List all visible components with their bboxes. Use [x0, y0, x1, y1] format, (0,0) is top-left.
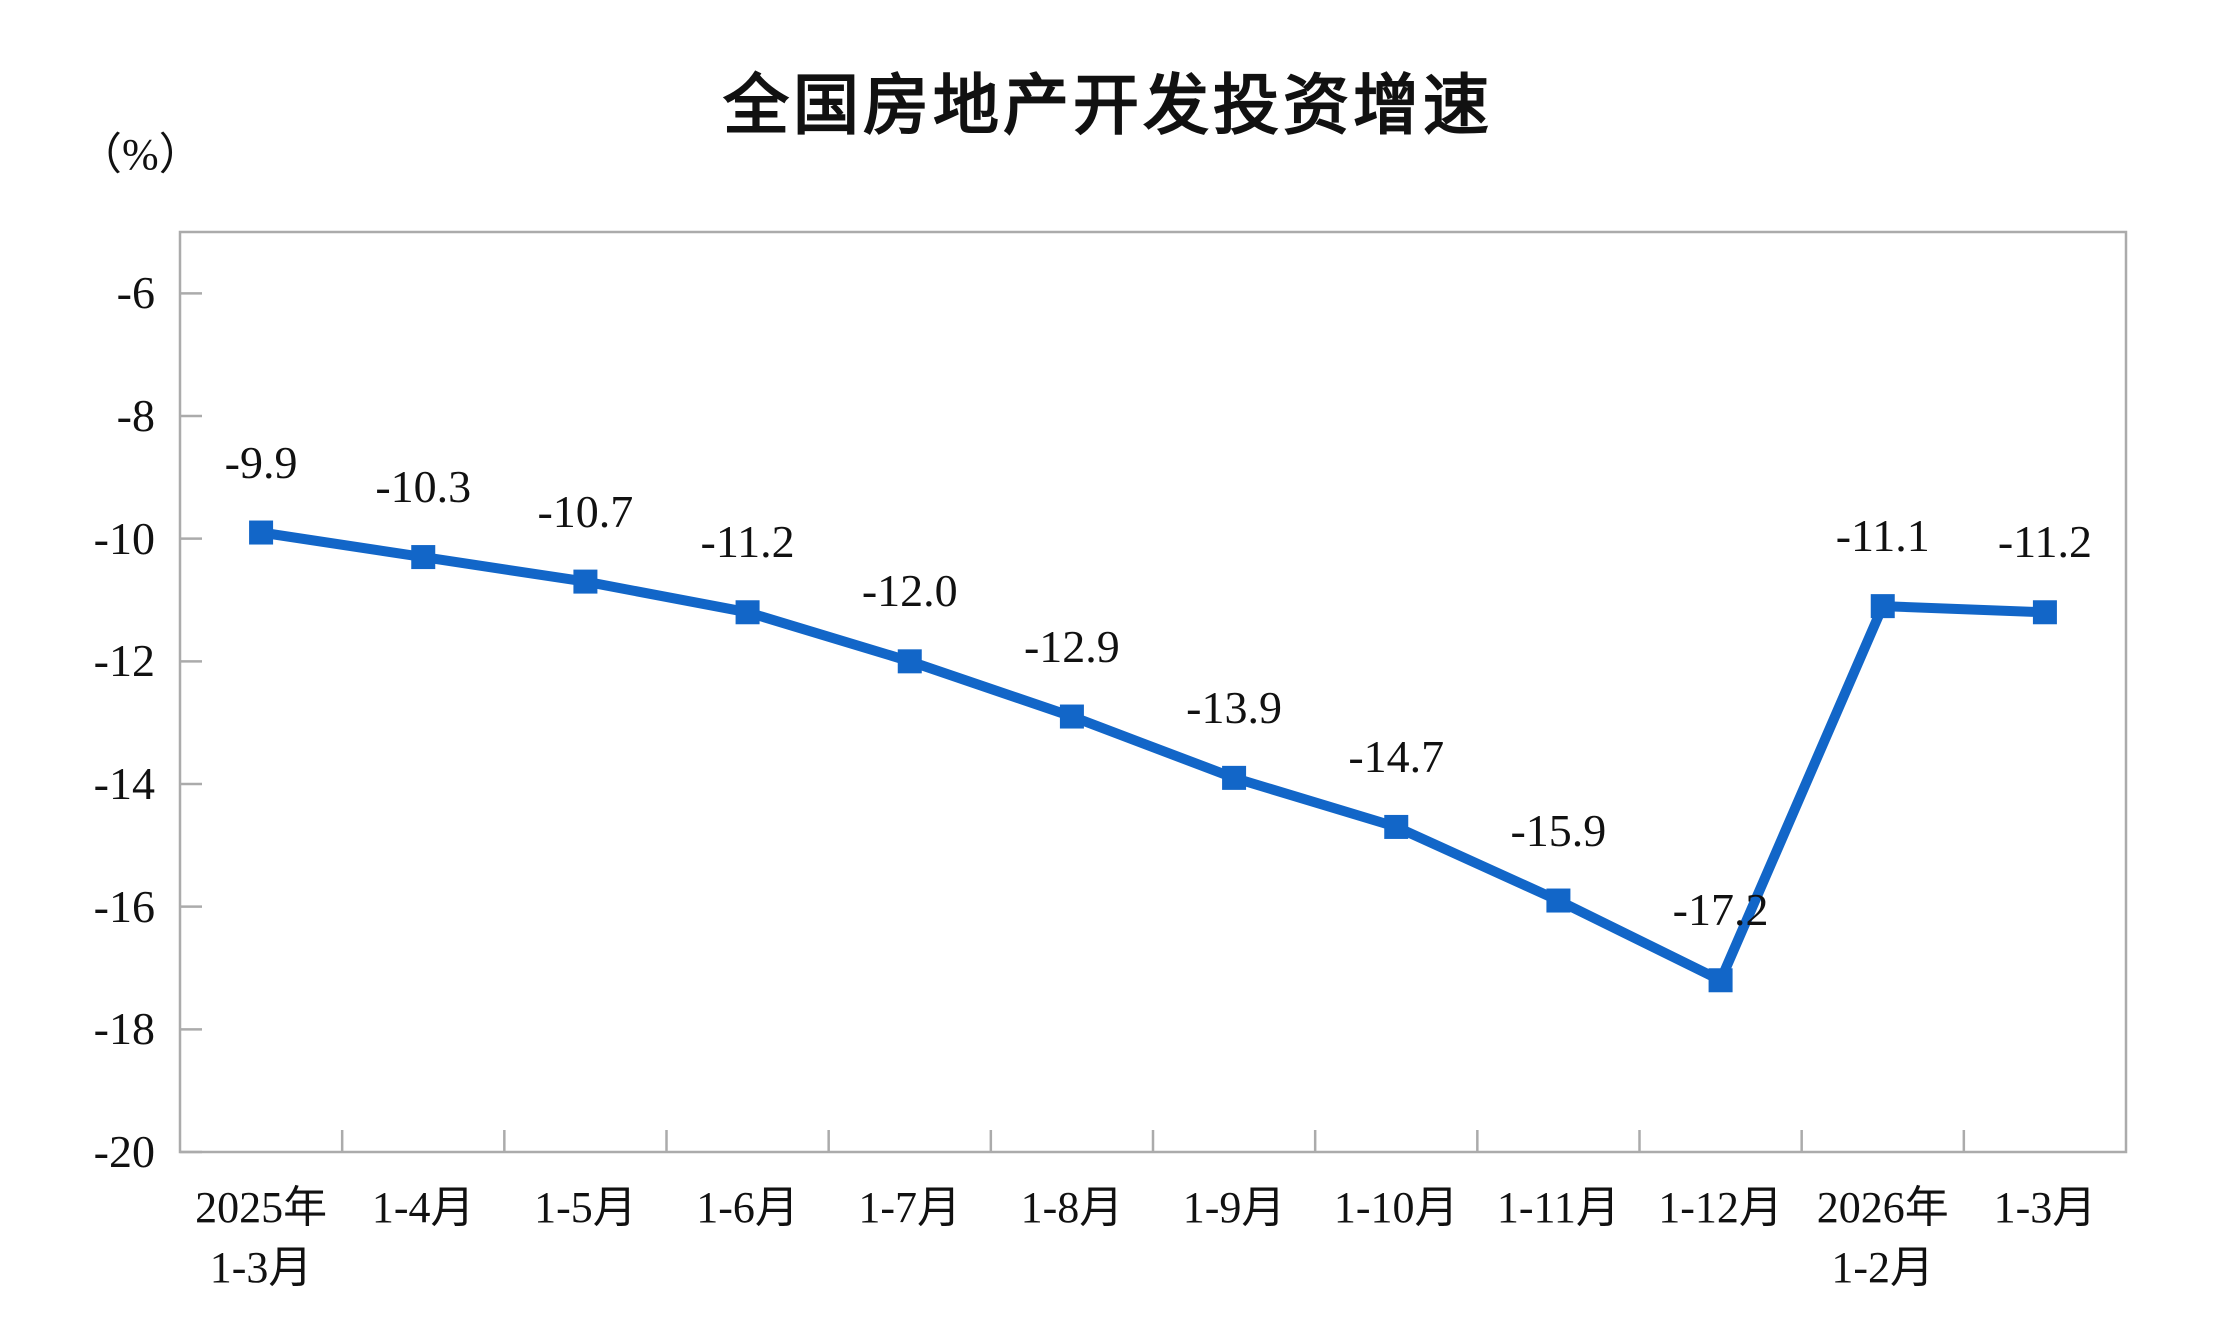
- x-category-label: 1-4月: [342, 1178, 504, 1238]
- x-category-label: 2026年 1-2月: [1802, 1178, 1964, 1298]
- x-category-label: 1-7月: [829, 1178, 991, 1238]
- x-category-label-line: 1-6月: [696, 1183, 799, 1232]
- data-point-label: -11.2: [700, 516, 795, 568]
- x-category-label: 1-6月: [667, 1178, 829, 1238]
- x-category-label: 1-5月: [504, 1178, 666, 1238]
- series-line: [260, 527, 2046, 988]
- chart-title: 全国房地产开发投资增速: [723, 68, 1493, 142]
- x-category-label: 1-3月: [1964, 1178, 2126, 1238]
- data-point-marker: [573, 569, 598, 594]
- data-point-label: -12.9: [1023, 620, 1120, 672]
- x-category-label: 2025年 1-3月: [180, 1178, 342, 1298]
- x-category-label-line: 1-11月: [1496, 1183, 1620, 1232]
- data-point-label: -12.0: [861, 565, 958, 617]
- x-category-label: 1-11月: [1477, 1178, 1639, 1238]
- data-point-label: -17.2: [1672, 884, 1769, 936]
- y-tick-label: -12: [93, 635, 155, 687]
- y-tick-label: -20: [93, 1126, 155, 1177]
- data-point-marker: [897, 649, 922, 674]
- x-category-label: 1-8月: [991, 1178, 1153, 1238]
- y-tick-label: -10: [93, 512, 155, 564]
- data-point-marker: [411, 545, 436, 570]
- data-point-marker: [1384, 814, 1409, 839]
- y-tick-label: -18: [93, 1003, 155, 1055]
- data-point-label: -11.1: [1835, 510, 1930, 562]
- x-category-label-line: 1-8月: [1020, 1183, 1124, 1232]
- data-point-label: -11.2: [1997, 516, 2092, 568]
- x-category-label-line: 1-3月: [209, 1243, 313, 1292]
- x-category-label-line: 1-7月: [858, 1183, 962, 1232]
- x-category-label-line: 1-5月: [534, 1183, 637, 1232]
- x-category-label-line: 1-2月: [1831, 1243, 1935, 1292]
- x-category-label-line: 2026年: [1816, 1183, 1949, 1232]
- x-category-label: 1-12月: [1640, 1178, 1802, 1238]
- data-point-label: -9.9: [224, 436, 298, 488]
- x-category-label-line: 1-9月: [1182, 1183, 1286, 1232]
- x-category-label: 1-10月: [1315, 1178, 1477, 1238]
- x-category-label-line: 1-10月: [1333, 1183, 1459, 1232]
- y-tick-label: -6: [116, 267, 155, 319]
- data-point-marker: [1708, 968, 1733, 993]
- x-category-label-line: 1-4月: [371, 1183, 475, 1232]
- data-point-marker: [1870, 594, 1895, 619]
- data-point-marker: [2032, 600, 2057, 625]
- data-point-marker: [1222, 765, 1247, 790]
- data-point-label: -15.9: [1510, 804, 1607, 856]
- x-category-label-line: 2025年: [195, 1183, 328, 1232]
- x-category-label-line: 1-3月: [1993, 1183, 2097, 1232]
- y-axis-unit-label: （%）: [78, 130, 203, 179]
- y-tick-label: -14: [93, 758, 155, 809]
- data-point-marker: [1546, 888, 1571, 913]
- data-point-label: -10.3: [375, 461, 472, 513]
- data-point-label: -13.9: [1186, 681, 1282, 733]
- data-point-label: -14.7: [1348, 730, 1445, 782]
- data-point-label: -10.7: [537, 485, 634, 537]
- data-point-marker: [249, 520, 274, 545]
- data-point-marker: [1059, 704, 1084, 729]
- x-category-label-line: 1-12月: [1658, 1183, 1783, 1232]
- data-point-marker: [735, 600, 760, 625]
- y-tick-label: -16: [93, 880, 155, 932]
- plot-border: [178, 230, 2128, 1154]
- y-tick-label: -8: [116, 390, 155, 441]
- x-category-label: 1-9月: [1153, 1178, 1315, 1238]
